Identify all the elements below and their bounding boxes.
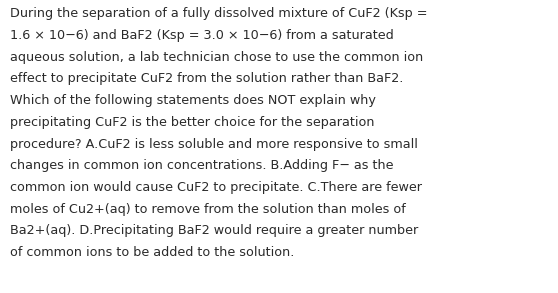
Text: procedure? A.CuF2 is less soluble and more responsive to small: procedure? A.CuF2 is less soluble and mo… [10, 137, 418, 151]
Text: Which of the following statements does NOT explain why: Which of the following statements does N… [10, 94, 376, 107]
Text: 1.6 × 10−6) and BaF2 (Ksp = 3.0 × 10−6) from a saturated: 1.6 × 10−6) and BaF2 (Ksp = 3.0 × 10−6) … [10, 29, 394, 42]
Text: effect to precipitate CuF2 from the solution rather than BaF2.: effect to precipitate CuF2 from the solu… [10, 72, 403, 86]
Text: precipitating CuF2 is the better choice for the separation: precipitating CuF2 is the better choice … [10, 116, 374, 129]
Text: Ba2+(aq). D.Precipitating BaF2 would require a greater number: Ba2+(aq). D.Precipitating BaF2 would req… [10, 224, 418, 237]
Text: of common ions to be added to the solution.: of common ions to be added to the soluti… [10, 246, 295, 259]
Text: changes in common ion concentrations. B.Adding F− as the: changes in common ion concentrations. B.… [10, 159, 393, 172]
Text: moles of Cu2+(aq) to remove from the solution than moles of: moles of Cu2+(aq) to remove from the sol… [10, 203, 406, 216]
Text: During the separation of a fully dissolved mixture of CuF2 (Ksp =: During the separation of a fully dissolv… [10, 7, 427, 20]
Text: aqueous solution, a lab technician chose to use the common ion: aqueous solution, a lab technician chose… [10, 51, 424, 64]
Text: common ion would cause CuF2 to precipitate. C.There are fewer: common ion would cause CuF2 to precipita… [10, 181, 422, 194]
